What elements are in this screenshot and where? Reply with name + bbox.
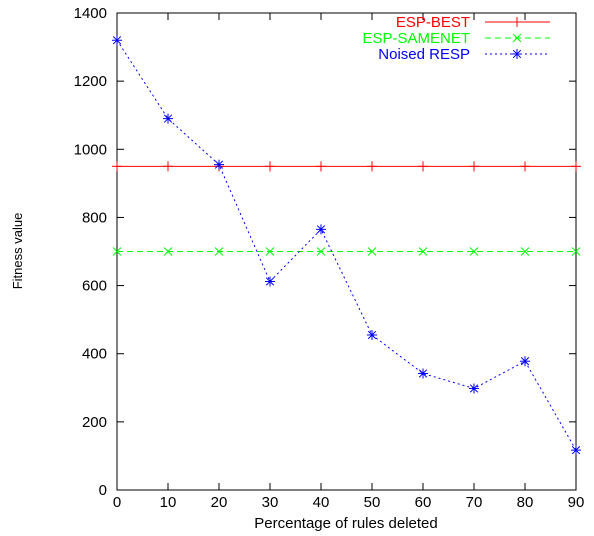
y-tick-label: 1000 xyxy=(74,141,107,158)
data-point xyxy=(265,247,275,256)
x-tick-label: 50 xyxy=(364,494,381,511)
x-tick-label: 30 xyxy=(262,494,279,511)
data-point xyxy=(367,329,377,340)
data-point xyxy=(469,161,479,172)
data-point xyxy=(571,247,581,256)
data-point xyxy=(512,17,522,27)
data-point xyxy=(316,224,326,235)
data-point xyxy=(367,161,377,172)
data-point xyxy=(418,368,428,379)
y-tick-label: 400 xyxy=(82,346,107,363)
data-point xyxy=(367,247,377,256)
legend-label: Noised RESP xyxy=(378,46,470,63)
x-tick-label: 60 xyxy=(415,494,432,511)
data-point xyxy=(316,161,326,172)
data-point xyxy=(512,49,522,59)
data-point xyxy=(571,161,581,172)
data-point xyxy=(512,33,522,43)
series-noised-resp xyxy=(112,35,581,456)
y-axis-label: Fitness value xyxy=(10,213,25,290)
x-tick-label: 20 xyxy=(211,494,228,511)
data-point xyxy=(163,113,173,124)
y-tick-label: 800 xyxy=(82,209,107,226)
data-point xyxy=(112,161,122,172)
data-point xyxy=(214,247,224,256)
y-tick-label: 1200 xyxy=(74,73,107,90)
data-point xyxy=(469,247,479,256)
data-point xyxy=(469,383,479,394)
legend-label: ESP-SAMENET xyxy=(362,30,470,47)
series-esp-samenet xyxy=(112,247,581,256)
y-axis: 0 200 400 600 800 1000 1200 1400 xyxy=(74,5,576,499)
x-tick-label: 80 xyxy=(517,494,534,511)
x-tick-label: 0 xyxy=(113,494,121,511)
series-esp-best xyxy=(112,161,581,172)
x-axis: 0 10 20 30 40 50 60 70 80 90 xyxy=(113,13,585,511)
x-tick-label: 70 xyxy=(466,494,483,511)
y-tick-label: 0 xyxy=(99,482,107,499)
legend-label: ESP-BEST xyxy=(396,14,470,31)
x-tick-label: 90 xyxy=(568,494,585,511)
x-tick-label: 10 xyxy=(160,494,177,511)
data-point xyxy=(163,247,173,256)
data-point xyxy=(520,247,530,256)
data-point xyxy=(520,356,530,367)
data-point xyxy=(112,247,122,256)
data-point xyxy=(418,247,428,256)
data-point xyxy=(112,35,122,46)
series-line xyxy=(116,39,577,451)
y-tick-label: 600 xyxy=(82,278,107,295)
data-point xyxy=(214,159,224,170)
x-axis-label: Percentage of rules deleted xyxy=(254,515,437,532)
series-layer xyxy=(112,35,581,456)
data-point xyxy=(571,445,581,456)
data-point xyxy=(520,161,530,172)
data-point xyxy=(265,276,275,287)
y-tick-label: 200 xyxy=(82,414,107,431)
data-point xyxy=(265,161,275,172)
data-point xyxy=(418,161,428,172)
data-point xyxy=(316,247,326,256)
x-tick-label: 40 xyxy=(313,494,330,511)
y-tick-label: 1400 xyxy=(74,5,107,22)
data-point xyxy=(163,161,173,172)
